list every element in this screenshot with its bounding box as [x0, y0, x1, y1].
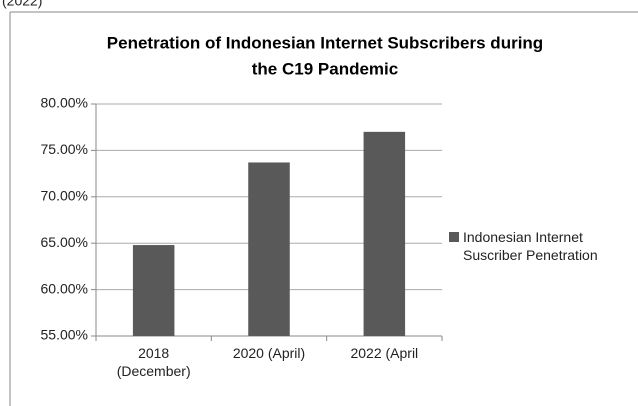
- y-tick-label: 75.00%: [41, 141, 88, 157]
- legend-swatch: [449, 232, 459, 242]
- y-tick-label: 70.00%: [41, 188, 88, 204]
- chart-title: the C19 Pandemic: [252, 59, 398, 78]
- chart-title: Penetration of Indonesian Internet Subsc…: [107, 33, 543, 52]
- x-tick-label: 2018 (December): [116, 345, 191, 379]
- y-tick-label: 60.00%: [41, 280, 88, 296]
- legend-label: Indonesian Internet Suscriber Penetratio…: [463, 229, 598, 263]
- bar: [248, 162, 290, 336]
- bar: [363, 131, 406, 336]
- x-tick-label: 2020 (April): [232, 345, 306, 361]
- bar: [132, 245, 175, 336]
- caption: (2022): [2, 0, 42, 9]
- y-tick-label: 55.00%: [41, 327, 88, 343]
- y-tick-label: 80.00%: [41, 95, 88, 111]
- y-tick-label: 65.00%: [41, 234, 88, 250]
- x-tick-label: 2022 (April: [350, 345, 419, 361]
